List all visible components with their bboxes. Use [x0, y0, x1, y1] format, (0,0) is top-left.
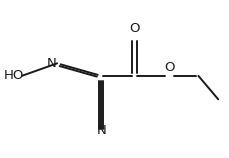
Text: HO: HO [4, 69, 24, 82]
Text: O: O [129, 22, 139, 35]
Text: N: N [46, 57, 56, 70]
Text: N: N [96, 124, 106, 137]
Text: O: O [164, 61, 174, 74]
